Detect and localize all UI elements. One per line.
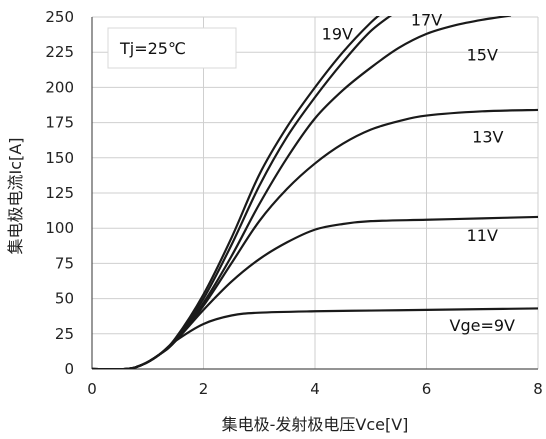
x-tick-label: 4 xyxy=(310,380,320,398)
x-tick-label: 6 xyxy=(422,380,432,398)
series-line xyxy=(92,16,380,369)
series-label: 13V xyxy=(472,127,503,146)
x-axis-title: 集电极-发射极电压Vce[V] xyxy=(222,415,409,434)
y-tick-label: 175 xyxy=(45,114,74,132)
series-label: Vge=9V xyxy=(450,316,516,335)
y-tick-label: 50 xyxy=(55,290,74,308)
y-tick-label: 225 xyxy=(45,43,74,61)
series-label: 17V xyxy=(411,10,442,29)
annotation-text: Tj=25℃ xyxy=(119,39,186,58)
y-tick-label: 25 xyxy=(55,325,74,343)
x-tick-label: 0 xyxy=(87,380,97,398)
series-label: 19V xyxy=(322,25,353,44)
y-tick-label: 250 xyxy=(45,8,74,26)
series-label: 15V xyxy=(467,46,498,65)
y-tick-label: 200 xyxy=(45,78,74,96)
y-axis-title: 集电极电流Ic[A] xyxy=(6,138,25,255)
y-tick-label: 125 xyxy=(45,184,74,202)
annotation-box: Tj=25℃ xyxy=(107,27,237,69)
series-label: 11V xyxy=(467,226,498,245)
y-tick-label: 75 xyxy=(55,254,74,272)
axes xyxy=(91,17,538,370)
series-labels: Vge=9V 11V 13V 15V 17V 19V xyxy=(322,10,515,335)
series-line xyxy=(92,16,512,369)
y-tick-label: 0 xyxy=(64,360,74,378)
x-tick-label: 8 xyxy=(533,380,543,398)
x-tick-label: 2 xyxy=(199,380,209,398)
y-tick-label: 150 xyxy=(45,149,74,167)
y-tick-label: 100 xyxy=(45,219,74,237)
series-lines xyxy=(92,16,538,369)
tick-labels: 0 25 50 75 100 125 150 175 200 225 250 0 2 4 6 8 xyxy=(45,8,542,398)
